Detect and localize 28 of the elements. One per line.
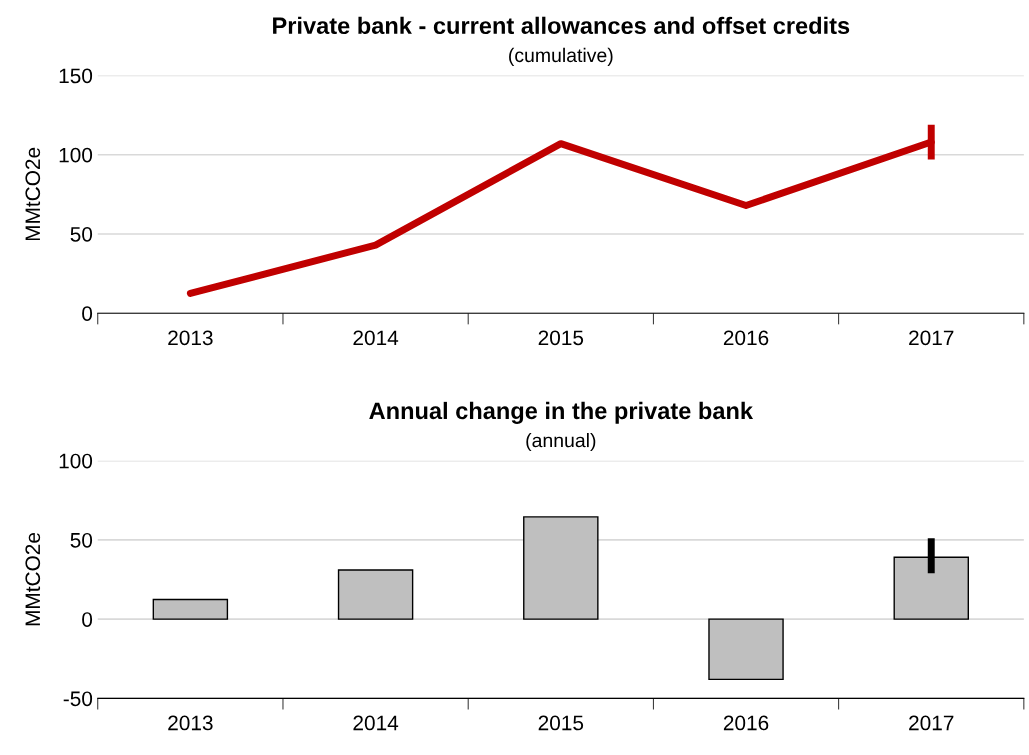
- x-tick-label: 2013: [168, 715, 213, 731]
- chart-title: Annual change in the private bank: [369, 401, 754, 424]
- bar: [523, 516, 599, 620]
- bar: [337, 569, 414, 620]
- y-tick-label: 100: [59, 453, 93, 469]
- y-tick-label: 0: [82, 612, 93, 627]
- x-tick-label: 2015: [538, 715, 584, 731]
- x-tick-label: 2016: [723, 715, 769, 731]
- y-tick-label: 50: [70, 226, 93, 242]
- y-axis-title: MMtCO2e: [25, 532, 41, 626]
- x-tick-label: 2017: [909, 715, 954, 731]
- x-tick-label: 2016: [723, 330, 769, 346]
- x-tick-label: 2014: [353, 715, 399, 731]
- x-tick-label: 2013: [168, 330, 213, 346]
- chart-subtitle: (annual): [526, 433, 596, 452]
- bar: [152, 598, 229, 620]
- bar: [708, 618, 784, 681]
- x-tick-label: 2014: [353, 330, 399, 346]
- x-tick-label: 2015: [538, 330, 584, 346]
- chart-subtitle: (cumulative): [509, 47, 613, 66]
- y-tick-label: 0: [82, 306, 93, 321]
- y-tick-label: 50: [70, 532, 93, 548]
- chart-title: Private bank - current allowances and offset credits: [273, 16, 850, 35]
- y-axis-title: MMtCO2e: [25, 147, 41, 241]
- y-tick-label: 150: [59, 68, 93, 84]
- y-tick-label: -50: [63, 691, 93, 707]
- y-tick-label: 100: [59, 147, 93, 163]
- x-tick-label: 2017: [909, 330, 954, 346]
